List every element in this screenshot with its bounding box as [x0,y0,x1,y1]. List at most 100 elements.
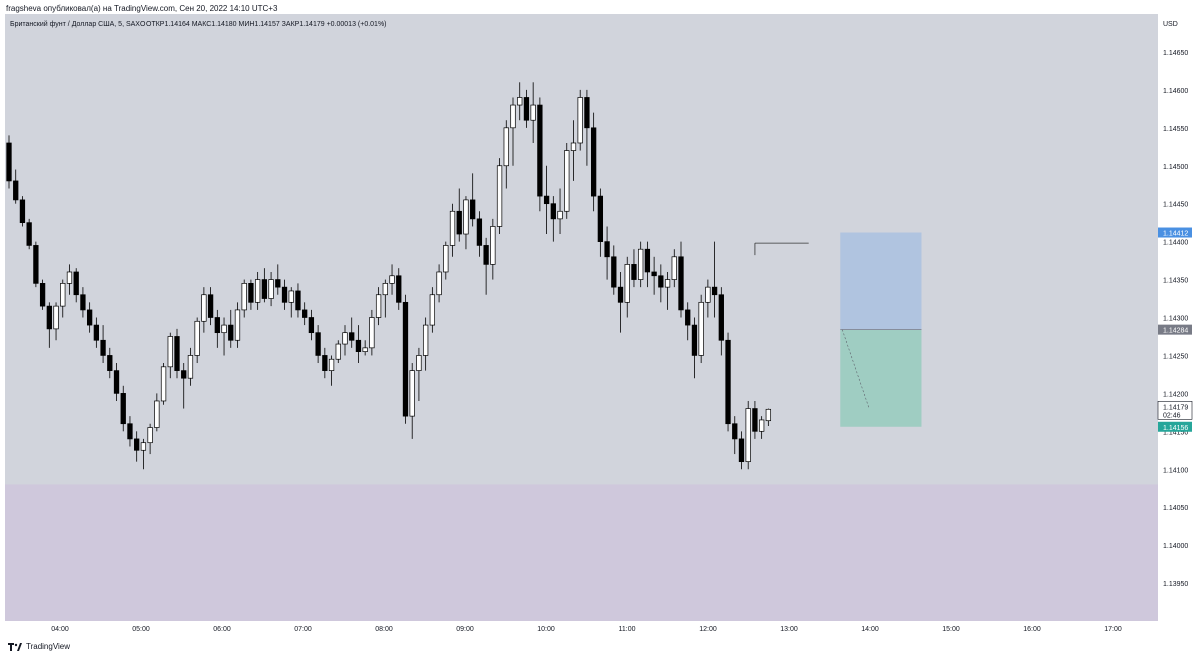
candle-body [302,309,308,318]
entry-price-badge: 1.14284 [1163,328,1188,335]
entry-price-badge-bg [1158,324,1192,335]
tradingview-brand[interactable]: TradingView [8,642,70,651]
chart-header: fragsheva опубликовал(а) на TradingView.… [0,0,1200,18]
candle-body [631,264,637,280]
candle-body [254,279,261,303]
time-tick-label: 12:00 [699,626,717,633]
currency-label: USD [1163,21,1178,28]
trade-path-line [841,329,870,409]
candle-body [644,248,651,273]
candle-body [140,442,147,451]
candle-body [46,305,52,330]
candle-body [174,336,180,371]
time-tick-label: 17:00 [1104,626,1122,633]
candle-body [147,427,153,444]
candle-body [738,438,745,463]
candle-body [281,286,288,303]
candle-body [698,301,704,356]
take-profit-badge: 1.14412 [1163,231,1188,238]
candle-body [113,370,120,394]
time-tick-label: 15:00 [942,626,960,633]
time-tick-label: 06:00 [213,626,231,633]
footer: TradingView [0,638,1200,656]
candle-body [53,305,59,330]
candle-body [725,339,731,425]
candle-body [228,324,234,341]
candle-body [611,256,617,288]
price-tick-label: 1.14100 [1163,467,1188,474]
candle-body [496,165,503,227]
candle-body [328,358,335,371]
candle-body [322,355,328,371]
price-tick-label: 1.14050 [1163,505,1188,512]
candle-body [436,271,442,296]
time-tick-label: 08:00 [375,626,393,633]
candle-body [19,199,26,224]
candle-body [543,195,550,205]
stop-loss-badge-bg [1158,421,1192,432]
candle-body [107,355,113,371]
candle-body [557,210,563,220]
candle-body [409,370,415,417]
long-position-tool[interactable] [754,232,922,427]
candle-body [624,264,630,303]
candle-body [463,199,469,235]
candle-body [537,104,543,197]
candle-body [752,408,758,432]
candle-body [86,309,93,326]
price-tick-label: 1.14500 [1163,164,1188,171]
candle-body [711,286,718,296]
candle-body [66,271,73,284]
price-tick-label: 1.14600 [1163,88,1188,95]
price-tick-label: 1.14150 [1163,429,1188,436]
candle-body [483,245,489,265]
candle-body [422,324,429,356]
time-axis-panel [5,621,1158,637]
candle-body [362,347,368,352]
price-tick-label: 1.14400 [1163,240,1188,247]
candle-body [449,210,456,246]
candle-body [187,355,194,379]
time-tick-label: 11:00 [619,626,636,633]
candle-body [389,275,395,284]
candle-body [758,419,765,432]
candle-body [214,317,220,334]
time-tick-label: 13:00 [780,626,798,633]
candle-body [201,294,207,322]
candle-body [597,195,604,242]
time-tick-label: 07:00 [294,626,312,633]
candle-body [765,408,772,422]
candle-body [261,279,268,299]
price-axis: USD 1.14650 1.14600 1.14550 1.14500 1.14450 1… [1157,14,1200,621]
candle-body [194,320,200,356]
candle-body [80,294,86,311]
candle-body [402,301,409,417]
price-tick-label: 1.14550 [1163,126,1188,133]
ohlc-legend: ОТКР1.14164 МАКС1.14180 МИН1.14157 ЗАКР1… [146,21,387,28]
candle-body [705,286,711,303]
candle-body [429,294,436,326]
candle-body [691,324,698,356]
candle-body [550,203,556,220]
published-by-text: fragsheva опубликовал(а) на TradingView.… [6,4,278,13]
candle-body [100,339,106,356]
highlighted-zone [5,484,1158,629]
price-axis-panel [1158,14,1200,621]
candle-body [181,370,187,379]
candle-body [604,241,610,258]
candle-body [382,283,388,296]
candle-body [490,226,496,265]
candle-body [678,256,684,311]
take-profit-badge-bg [1158,227,1192,238]
candle-body [93,324,100,341]
last-price-label: 1.14179 [1163,404,1188,411]
candle-body [375,294,382,318]
time-tick-label: 16:00 [1023,626,1041,633]
candle-body [671,256,677,280]
candle-body [443,245,449,273]
candle-body [248,283,254,303]
candle-body [732,423,738,440]
price-tick-label: 1.14250 [1163,353,1188,360]
candle-body [39,283,46,307]
